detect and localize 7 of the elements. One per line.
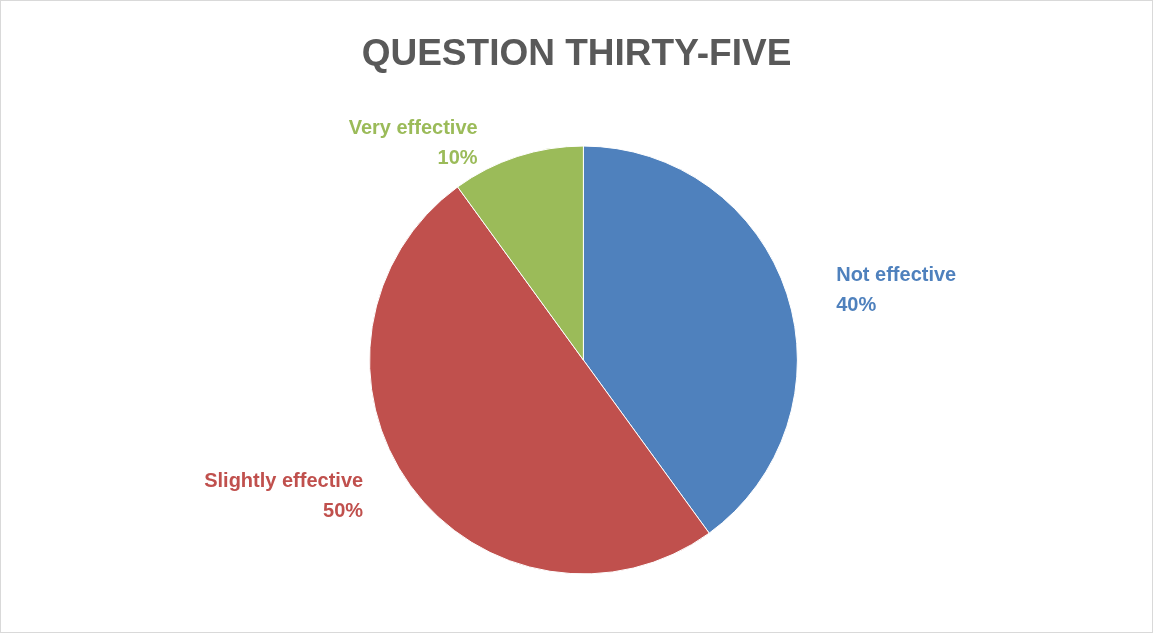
data-label: 50% [323,498,364,521]
data-label: 10% [437,146,478,169]
data-label: 40% [836,293,877,316]
slice-label: Very effective [348,116,478,139]
slice-label: Slightly effective [204,468,364,491]
slice-label: Not effective [836,263,957,286]
chart-title: QUESTION THIRTY-FIVE [361,32,792,73]
